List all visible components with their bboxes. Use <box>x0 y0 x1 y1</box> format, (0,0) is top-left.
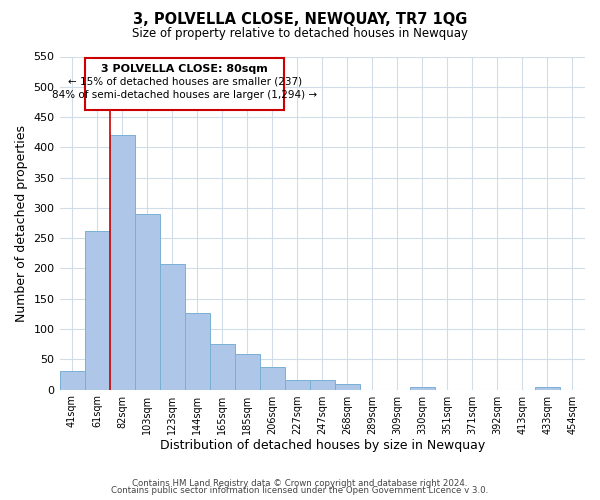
Bar <box>335 384 360 390</box>
Text: Size of property relative to detached houses in Newquay: Size of property relative to detached ho… <box>132 28 468 40</box>
Bar <box>160 264 185 390</box>
Text: 3, POLVELLA CLOSE, NEWQUAY, TR7 1QG: 3, POLVELLA CLOSE, NEWQUAY, TR7 1QG <box>133 12 467 28</box>
Bar <box>185 312 209 390</box>
Bar <box>310 380 335 390</box>
FancyBboxPatch shape <box>85 58 284 110</box>
Bar <box>535 386 560 390</box>
Bar <box>209 344 235 390</box>
Y-axis label: Number of detached properties: Number of detached properties <box>15 124 28 322</box>
Text: 3 POLVELLA CLOSE: 80sqm: 3 POLVELLA CLOSE: 80sqm <box>101 64 268 74</box>
Bar <box>59 372 85 390</box>
X-axis label: Distribution of detached houses by size in Newquay: Distribution of detached houses by size … <box>160 440 485 452</box>
Bar <box>134 214 160 390</box>
Text: Contains HM Land Registry data © Crown copyright and database right 2024.: Contains HM Land Registry data © Crown c… <box>132 478 468 488</box>
Bar <box>110 135 134 390</box>
Bar <box>260 366 285 390</box>
Bar <box>235 354 260 390</box>
Bar <box>285 380 310 390</box>
Bar <box>410 386 435 390</box>
Text: 84% of semi-detached houses are larger (1,294) →: 84% of semi-detached houses are larger (… <box>52 90 317 100</box>
Text: Contains public sector information licensed under the Open Government Licence v : Contains public sector information licen… <box>112 486 488 495</box>
Text: ← 15% of detached houses are smaller (237): ← 15% of detached houses are smaller (23… <box>68 77 302 87</box>
Bar <box>85 231 110 390</box>
